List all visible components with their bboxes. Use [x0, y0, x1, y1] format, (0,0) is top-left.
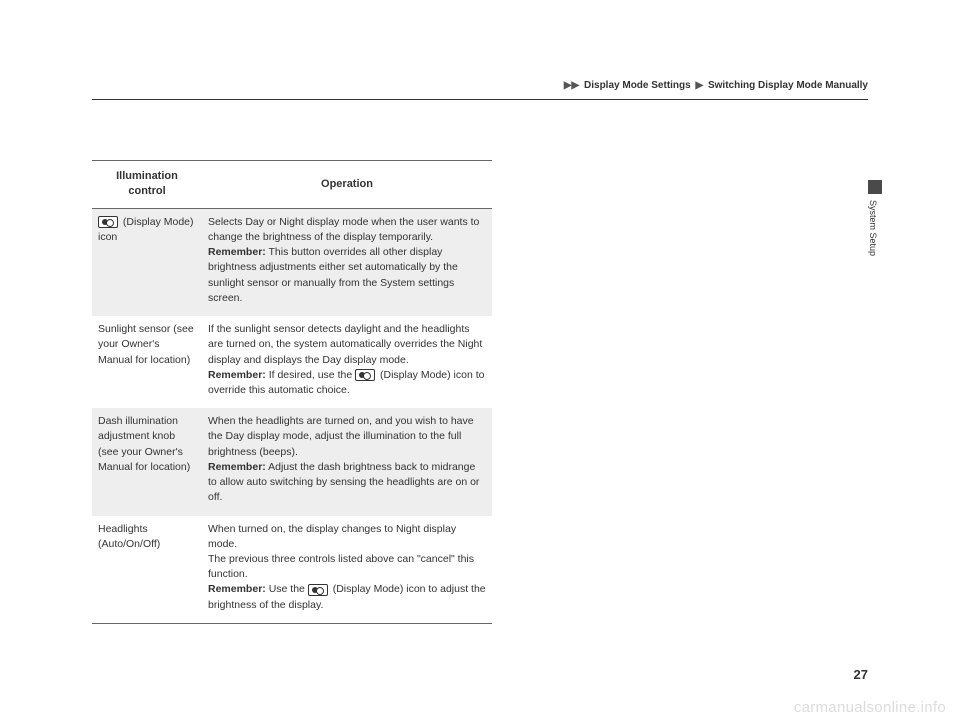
- table-row: Headlights (Auto/On/Off)When turned on, …: [92, 516, 492, 624]
- table-cell-control: Sunlight sensor (see your Owner's Manual…: [92, 316, 202, 408]
- table-cell-operation: Selects Day or Night display mode when t…: [202, 208, 492, 316]
- remember-label: Remember:: [208, 369, 266, 381]
- side-tab-label: System Setup: [868, 200, 878, 256]
- side-tab-marker: [868, 180, 882, 194]
- watermark: carmanualsonline.info: [794, 699, 946, 716]
- display-mode-icon: [355, 369, 375, 381]
- breadcrumb-subsection: Switching Display Mode Manually: [708, 80, 868, 91]
- table-header-col2: Operation: [202, 161, 492, 209]
- table-cell-control: (Display Mode) icon: [92, 208, 202, 316]
- display-mode-icon: [98, 216, 118, 228]
- remember-label: Remember:: [208, 246, 266, 258]
- breadcrumb-section: Display Mode Settings: [584, 80, 691, 91]
- table-cell-control: Dash illumination adjustment knob (see y…: [92, 408, 202, 515]
- display-mode-icon: [308, 584, 328, 596]
- table-cell-control: Headlights (Auto/On/Off): [92, 516, 202, 624]
- manual-page: ▶▶ Display Mode Settings ▶ Switching Dis…: [92, 80, 868, 650]
- breadcrumb: ▶▶ Display Mode Settings ▶ Switching Dis…: [92, 80, 868, 100]
- breadcrumb-arrow-icon: ▶▶: [564, 80, 579, 91]
- side-tab: System Setup: [864, 180, 882, 256]
- remember-label: Remember:: [208, 583, 266, 595]
- table-header-col1: Illumination control: [92, 161, 202, 209]
- table-row: Sunlight sensor (see your Owner's Manual…: [92, 316, 492, 408]
- table-cell-operation: If the sunlight sensor detects daylight …: [202, 316, 492, 408]
- table-row: (Display Mode) iconSelects Day or Night …: [92, 208, 492, 316]
- table-row: Dash illumination adjustment knob (see y…: [92, 408, 492, 515]
- page-number: 27: [854, 667, 868, 682]
- remember-label: Remember:: [208, 461, 266, 473]
- table-cell-operation: When the headlights are turned on, and y…: [202, 408, 492, 515]
- illumination-table: Illumination control Operation (Display …: [92, 160, 492, 624]
- table-cell-operation: When turned on, the display changes to N…: [202, 516, 492, 624]
- breadcrumb-arrow-icon: ▶: [695, 80, 703, 91]
